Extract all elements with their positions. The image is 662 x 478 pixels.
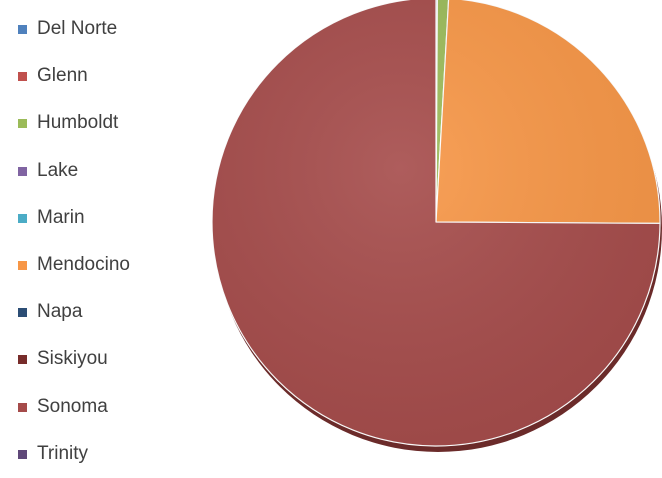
legend-item-glenn: Glenn: [18, 53, 130, 100]
legend-item-del-norte: Del Norte: [18, 6, 130, 53]
legend-item-sonoma: Sonoma: [18, 384, 130, 431]
legend-label: Napa: [37, 301, 83, 323]
legend-label: Sonoma: [37, 395, 108, 417]
legend-swatch: [18, 402, 27, 412]
legend-swatch: [18, 25, 27, 35]
legend-swatch: [18, 213, 27, 223]
legend-item-marin: Marin: [18, 195, 130, 242]
legend-item-humboldt: Humboldt: [18, 100, 130, 147]
legend-swatch: [18, 308, 27, 318]
legend-label: Marin: [37, 206, 85, 228]
legend-label: Siskiyou: [37, 348, 108, 370]
legend-swatch: [18, 355, 27, 365]
legend: Del Norte Glenn Humboldt Lake Marin Mend…: [18, 6, 130, 478]
legend-label: Humboldt: [37, 112, 119, 134]
legend-label: Del Norte: [37, 18, 118, 40]
legend-item-siskiyou: Siskiyou: [18, 336, 130, 383]
legend-label: Lake: [37, 159, 79, 181]
pie-chart: [211, 0, 662, 452]
legend-label: Glenn: [37, 65, 88, 87]
legend-item-mendocino: Mendocino: [18, 242, 130, 289]
legend-swatch: [18, 261, 27, 271]
chart-area: Del Norte Glenn Humboldt Lake Marin Mend…: [18, 0, 662, 463]
legend-item-napa: Napa: [18, 289, 130, 336]
legend-item-lake: Lake: [18, 148, 130, 195]
legend-swatch: [18, 166, 27, 176]
pie-slice-mendocino: [435, 0, 661, 225]
legend-label: Mendocino: [37, 254, 130, 276]
pie-slices: [211, 0, 661, 447]
legend-swatch: [18, 449, 27, 459]
legend-swatch: [18, 72, 27, 82]
legend-swatch: [18, 119, 27, 129]
